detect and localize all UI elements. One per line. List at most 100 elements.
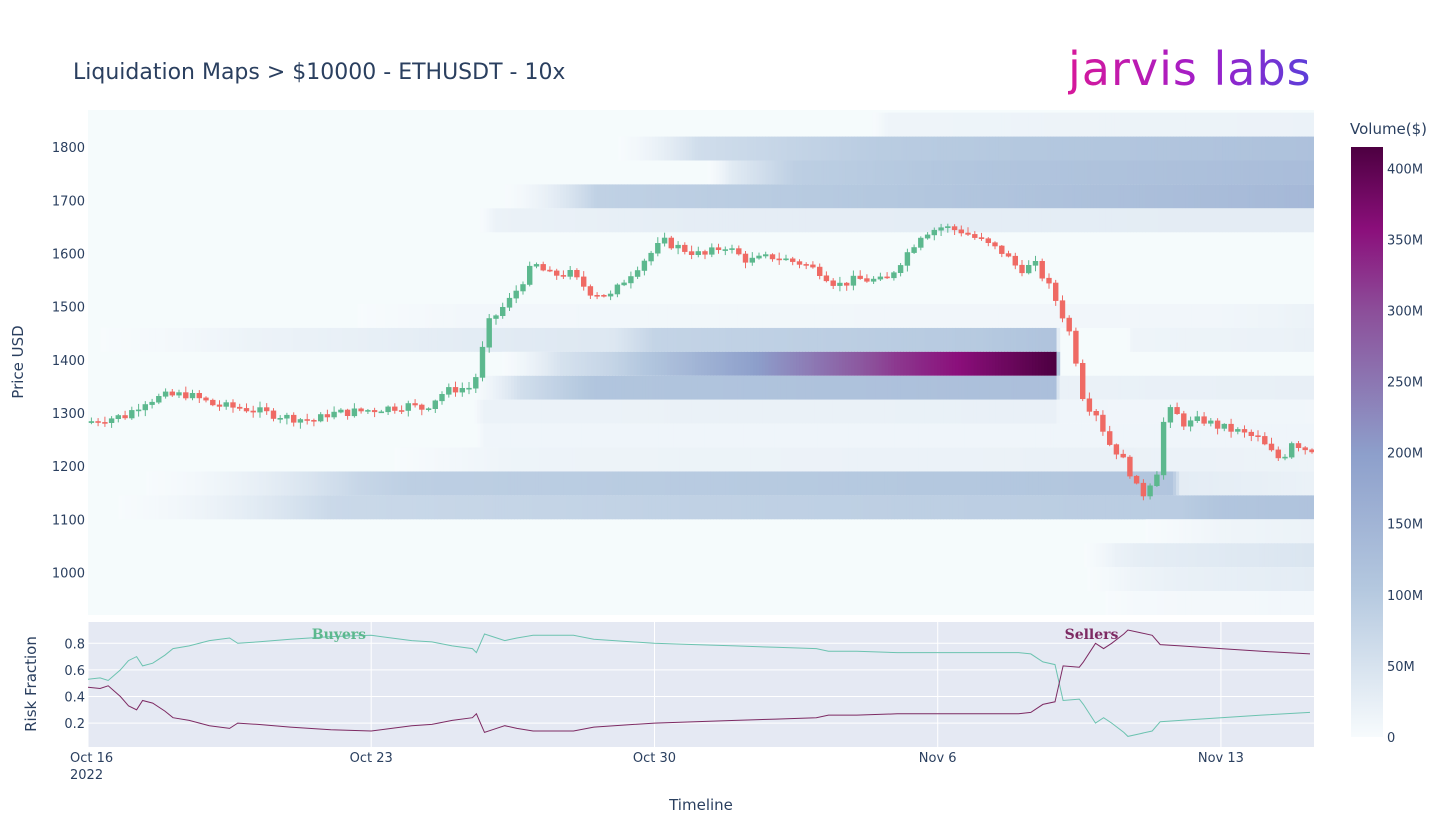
heatmap-cell [636, 208, 641, 233]
heatmap-cell [851, 399, 855, 424]
heatmap-cell [1225, 136, 1229, 161]
heatmap-cell [514, 447, 518, 472]
heatmap-cell [1160, 567, 1165, 592]
heatmap-cell [979, 327, 984, 352]
heatmap-cell [973, 112, 978, 137]
heatmap-cell [1246, 304, 1251, 328]
heatmap-cell [860, 327, 865, 352]
heatmap-cell [918, 112, 923, 137]
heatmap-cell [124, 327, 129, 352]
heatmap-cell [391, 495, 396, 520]
heatmap-cell [630, 471, 635, 496]
heatmap-cell [1090, 495, 1094, 520]
heatmap-cell [1231, 184, 1235, 209]
heatmap-cell [878, 495, 883, 520]
heatmap-cell [1062, 399, 1067, 424]
heatmap-cell [1209, 495, 1214, 520]
heatmap-cell [1032, 304, 1036, 328]
heatmap-cell [737, 136, 742, 161]
candle-body [607, 293, 614, 297]
heatmap-cell [510, 327, 515, 352]
heatmap-cell [532, 447, 537, 472]
heatmap-cell [1283, 567, 1288, 592]
heatmap-cell [1074, 208, 1079, 233]
heatmap-cell [823, 208, 828, 233]
heatmap-cell [1261, 160, 1266, 185]
heatmap-cell [973, 495, 978, 520]
heatmap-cell [1130, 591, 1134, 615]
candle-body [223, 402, 229, 407]
heatmap-cell [1007, 208, 1012, 233]
heatmap-cell [826, 184, 831, 209]
risk-annotation-buyers: Buyers [312, 627, 366, 643]
heatmap-cell [918, 375, 923, 400]
heatmap-cell [1087, 136, 1091, 161]
heatmap-cell [967, 160, 972, 185]
heatmap-cell [1041, 304, 1045, 328]
heatmap-cell [673, 495, 678, 520]
heatmap-cell [1271, 304, 1275, 328]
heatmap-cell [299, 471, 304, 496]
heatmap-cell [1099, 136, 1104, 161]
candle-body [924, 234, 931, 239]
heatmap-cell [930, 208, 935, 233]
heatmap-cell [1240, 304, 1245, 328]
heatmap-cell [106, 327, 111, 352]
heatmap-cell [544, 423, 549, 448]
heatmap-cell [547, 423, 552, 448]
heatmap-cell [992, 136, 996, 161]
heatmap-cell [1173, 208, 1177, 233]
heatmap-cell [685, 471, 690, 496]
heatmap-cell [1200, 447, 1205, 472]
heatmap-cell [1035, 447, 1039, 472]
heatmap-cell [1289, 184, 1294, 209]
heatmap-cell [967, 112, 972, 137]
candle-body [149, 401, 155, 405]
heatmap-cell [697, 399, 702, 424]
heatmap-cell [1074, 471, 1079, 496]
heatmap-cell [1234, 160, 1238, 185]
heatmap-cell [1136, 304, 1140, 328]
heatmap-cell [587, 399, 592, 424]
heatmap-cell [596, 184, 601, 209]
heatmap-cell [848, 208, 852, 233]
heatmap-cell [915, 495, 920, 520]
heatmap-cell [1274, 112, 1278, 137]
heatmap-cell [333, 495, 337, 520]
heatmap-cell [1200, 375, 1205, 400]
heatmap-cell [1071, 447, 1076, 472]
heatmap-cell [504, 471, 509, 496]
timeline-tick-label: Oct 30 [633, 751, 676, 766]
heatmap-cell [780, 471, 785, 496]
heatmap-cell [1004, 327, 1009, 352]
heatmap-cell [1102, 567, 1107, 592]
heatmap-cell [1249, 471, 1254, 496]
heatmap-cell [909, 423, 914, 448]
heatmap-cell [1206, 160, 1211, 185]
heatmap-cell [921, 184, 926, 209]
heatmap-cell [1310, 327, 1314, 352]
heatmap-cell [940, 375, 944, 400]
heatmap-cell [575, 495, 579, 520]
heatmap-cell [743, 208, 748, 233]
heatmap-cell [789, 136, 794, 161]
heatmap-cell [210, 471, 215, 496]
heatmap-cell [777, 351, 782, 376]
heatmap-cell [1096, 471, 1101, 496]
heatmap-cell [1148, 184, 1153, 209]
heatmap-cell [268, 495, 273, 520]
heatmap-cell [946, 351, 950, 376]
candle-body [884, 276, 890, 279]
heatmap-cell [517, 495, 521, 520]
heatmap-cell [1304, 375, 1309, 400]
heatmap-cell [976, 136, 981, 161]
heatmap-cell [731, 495, 736, 520]
heatmap-cell [664, 327, 668, 352]
heatmap-cell [103, 327, 107, 352]
heatmap-cell [1065, 208, 1070, 233]
heatmap-cell [1025, 375, 1030, 400]
heatmap-cell [1059, 399, 1064, 424]
heatmap-cell [535, 447, 540, 472]
heatmap-cell [1252, 399, 1257, 424]
candle-body [574, 269, 580, 278]
